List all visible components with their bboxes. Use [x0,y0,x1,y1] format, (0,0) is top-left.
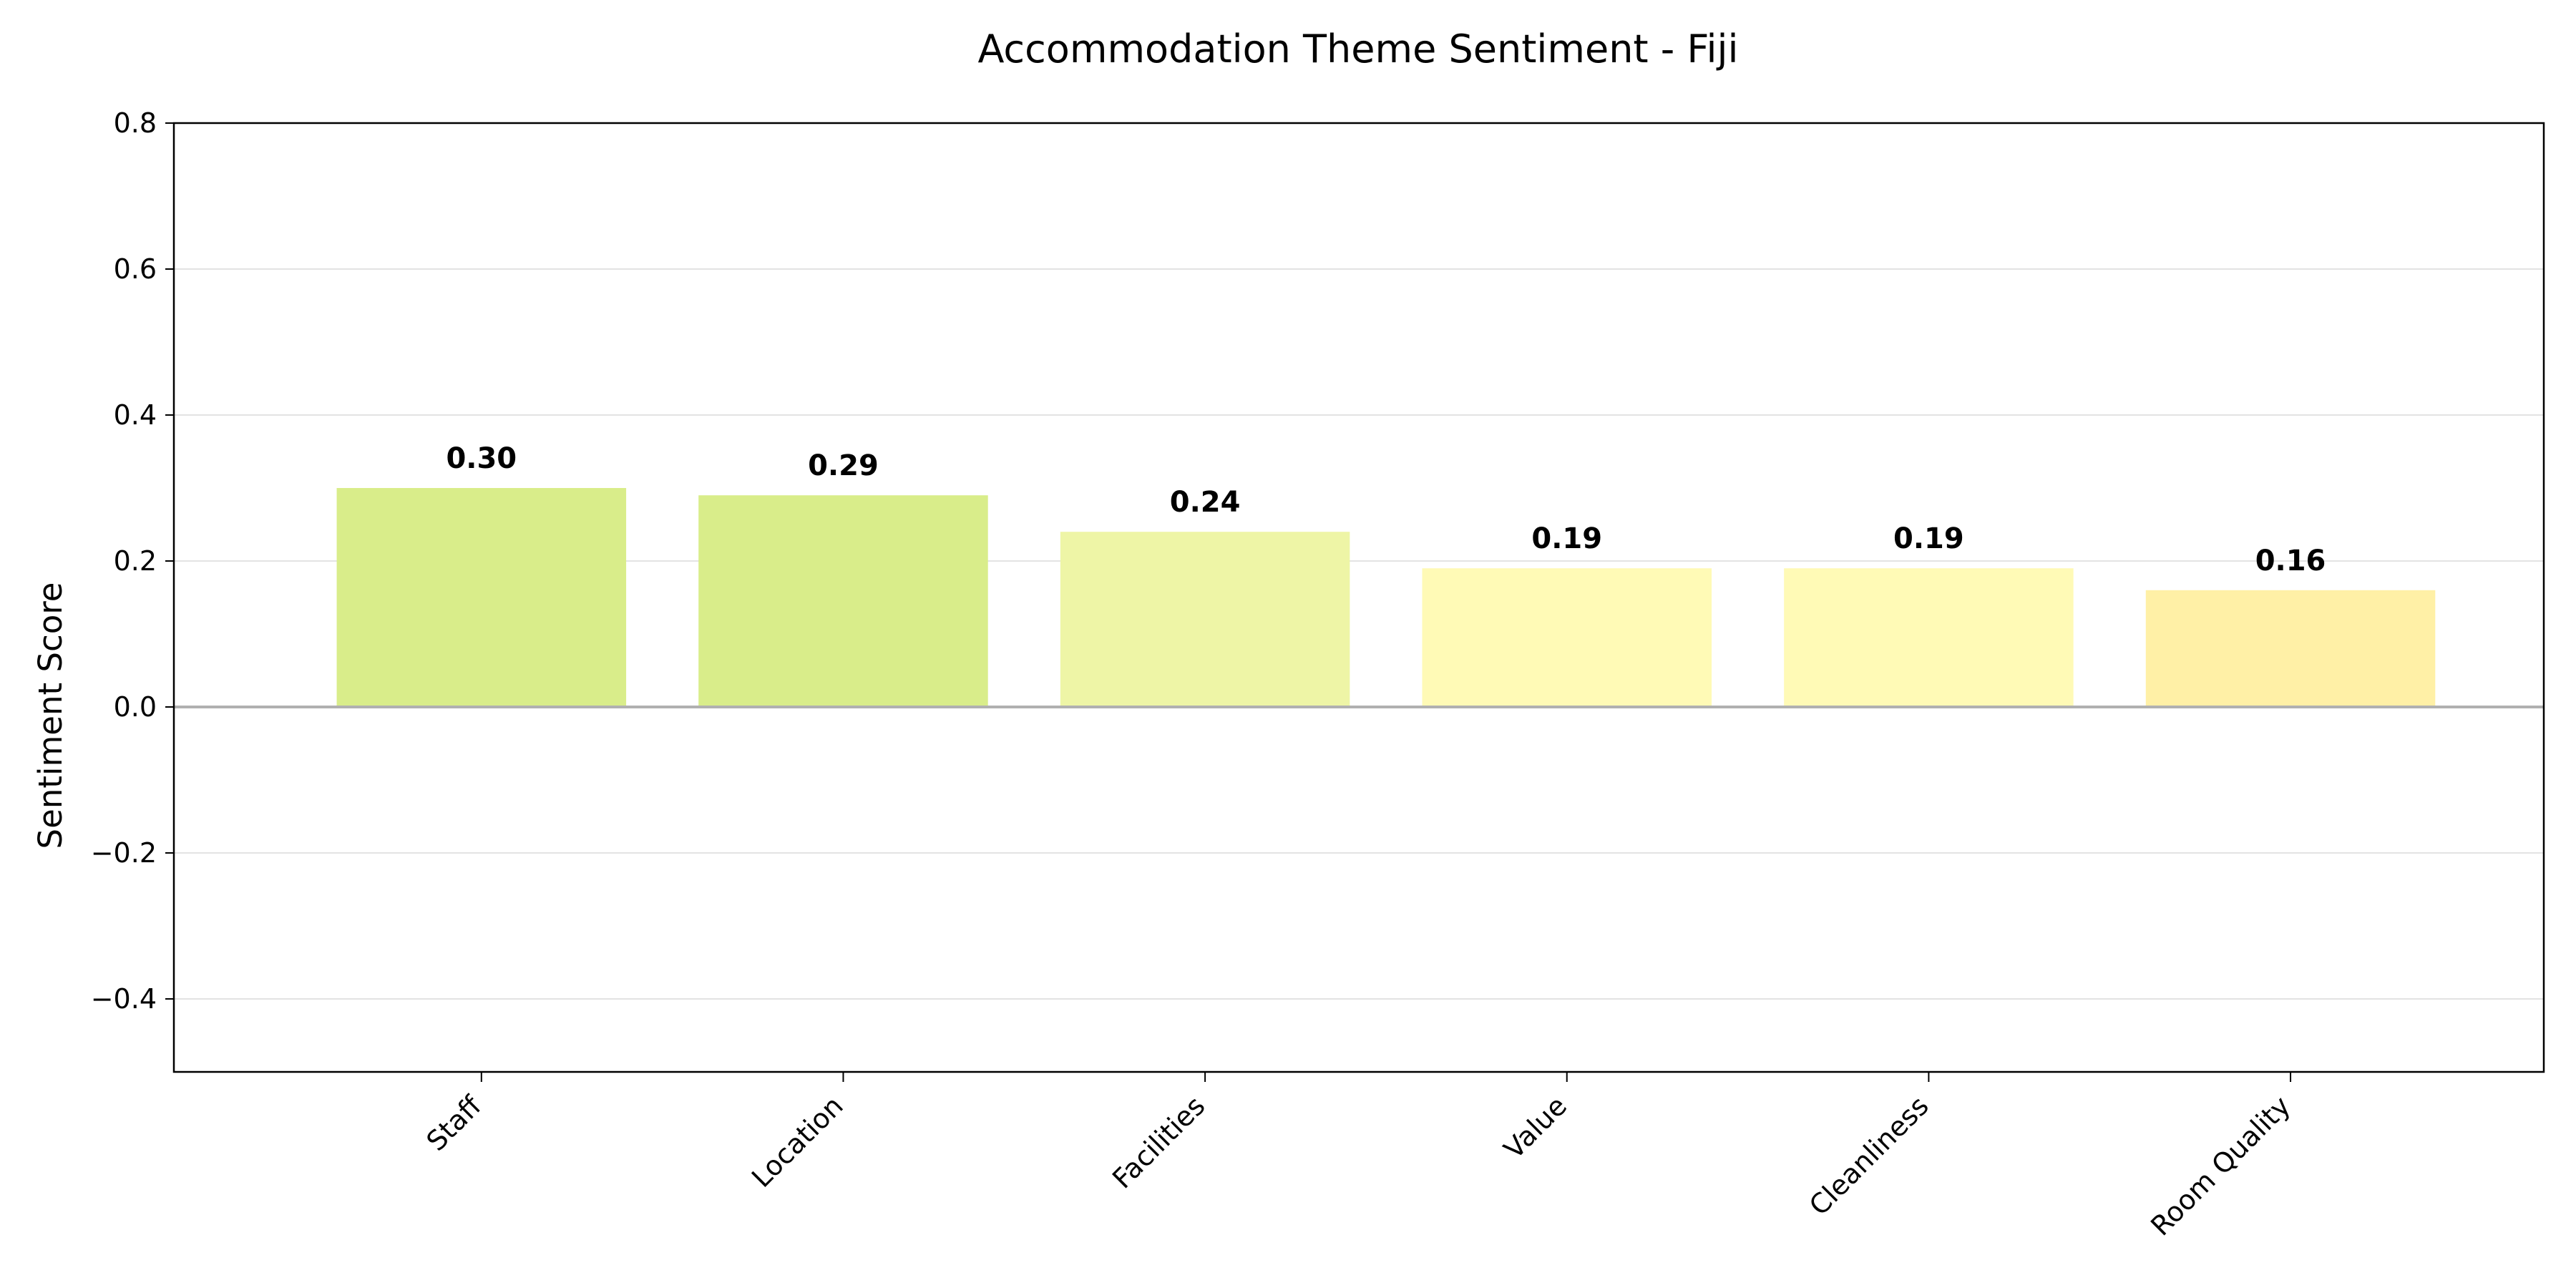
bar-staff [336,488,627,707]
bar-location [698,495,988,707]
data-labels: 0.30 0.29 0.24 0.19 0.19 0.16 [446,442,2326,577]
bar-value [1422,568,1712,707]
data-label: 0.16 [2255,545,2326,577]
data-label: 0.19 [1531,522,1602,555]
y-tick-label: 0.0 [114,691,157,723]
y-axis-label: Sentiment Score [31,582,69,849]
data-label: 0.24 [1170,486,1241,519]
bar-cleanliness [1784,568,2074,707]
bar-room-quality [2145,590,2436,707]
plot-frame [172,122,2545,1073]
y-axis-ticks: −0.4 −0.2 0.0 0.2 0.4 0.6 0.8 [91,107,174,1015]
data-label: 0.30 [446,442,517,475]
y-tick-label: 0.2 [114,545,157,577]
bar-facilities [1060,532,1350,707]
y-tick-label: 0.8 [114,107,157,139]
y-tick-label: −0.2 [91,837,157,869]
y-tick-label: 0.4 [114,399,157,431]
data-label: 0.19 [1893,522,1964,555]
bars [336,488,2436,707]
chart-title: Accommodation Theme Sentiment - Fiji [977,26,1738,72]
y-tick-label: 0.6 [114,253,157,285]
y-tick-label: −0.4 [91,983,157,1015]
data-label: 0.29 [808,449,879,482]
